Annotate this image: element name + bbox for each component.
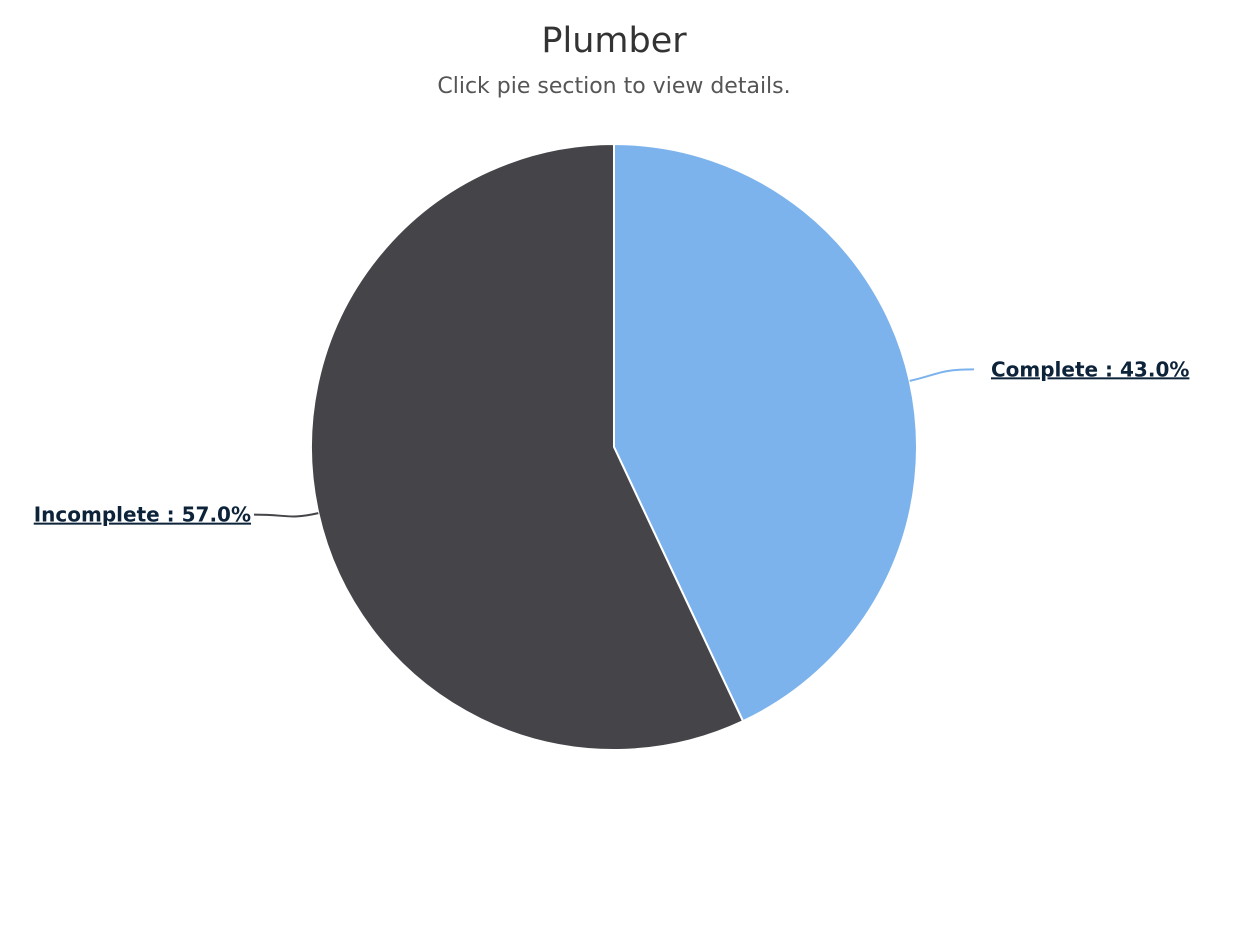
pie-slice-incomplete[interactable] [310, 143, 745, 751]
connector-incomplete [254, 512, 319, 518]
pie-slice-complete[interactable] [613, 143, 918, 723]
data-label-incomplete[interactable]: Incomplete : 57.0% [34, 503, 251, 527]
chart-subtitle: Click pie section to view details. [437, 74, 790, 99]
connector-complete [909, 368, 974, 382]
data-labels: Complete : 43.0% Incomplete : 57.0% [34, 357, 1190, 526]
pie-slices [310, 143, 918, 751]
chart-title: Plumber [541, 21, 687, 61]
data-label-complete[interactable]: Complete : 43.0% [991, 357, 1189, 381]
label-connectors [254, 368, 974, 518]
